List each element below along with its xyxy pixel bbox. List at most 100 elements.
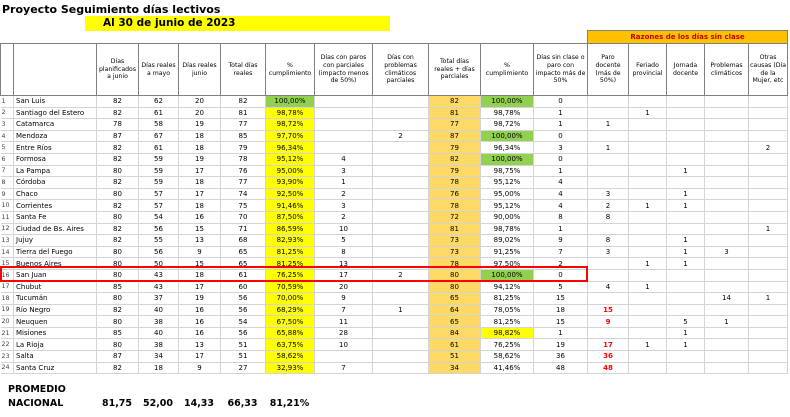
cell-r-holiday[interactable] xyxy=(628,210,667,224)
cell-r-weather[interactable] xyxy=(704,268,749,282)
cell-pct1[interactable]: 68,29% xyxy=(265,303,315,317)
cell-r-training[interactable] xyxy=(666,106,705,120)
cell-weather[interactable] xyxy=(372,338,429,352)
cell-weather[interactable]: 2 xyxy=(372,268,429,282)
cell-pct2[interactable]: 95,00% xyxy=(480,187,534,201)
cell-r-holiday[interactable] xyxy=(628,152,667,166)
cell-r-training[interactable]: 1 xyxy=(666,338,705,352)
cell-pct1[interactable]: 98,72% xyxy=(265,118,315,131)
col-header-planned[interactable]: Días planificados a junio xyxy=(96,43,139,96)
cell-r-holiday[interactable] xyxy=(628,118,667,131)
cell-total2[interactable]: 82 xyxy=(428,152,481,166)
cell-strikes[interactable] xyxy=(314,129,373,143)
cell-weather[interactable] xyxy=(372,141,429,154)
cell-june[interactable]: 17 xyxy=(178,350,221,363)
cell-total2[interactable]: 76 xyxy=(428,187,481,201)
cell-r-other[interactable]: 1 xyxy=(748,222,788,236)
cell-total2[interactable]: 84 xyxy=(428,326,481,340)
cell-r-weather[interactable] xyxy=(704,176,749,189)
cell-planned[interactable]: 80 xyxy=(96,268,139,282)
province-name[interactable]: San Luis xyxy=(13,95,97,108)
cell-pct1[interactable]: 95,00% xyxy=(265,164,315,178)
cell-pct1[interactable]: 76,25% xyxy=(265,268,315,282)
cell-pct2[interactable]: 97,50% xyxy=(480,257,534,270)
cell-total2[interactable]: 80 xyxy=(428,268,481,282)
cell-r-training[interactable]: 1 xyxy=(666,164,705,178)
cell-noclass[interactable]: 8 xyxy=(533,210,588,224)
cell-r-weather[interactable] xyxy=(704,326,749,340)
cell-pct2[interactable]: 81,25% xyxy=(480,292,534,305)
cell-pct2[interactable]: 100,00% xyxy=(480,268,534,282)
cell-weather[interactable]: 1 xyxy=(372,303,429,317)
cell-weather[interactable] xyxy=(372,199,429,212)
cell-pct1[interactable]: 63,75% xyxy=(265,338,315,352)
cell-r-strike[interactable] xyxy=(587,257,629,270)
cell-total2[interactable]: 65 xyxy=(428,292,481,305)
cell-r-weather[interactable] xyxy=(704,152,749,166)
province-name[interactable]: Formosa xyxy=(13,152,97,166)
cell-r-other[interactable] xyxy=(748,176,788,189)
cell-r-strike[interactable] xyxy=(587,292,629,305)
cell-june[interactable]: 17 xyxy=(178,187,221,201)
cell-june[interactable]: 20 xyxy=(178,95,221,108)
cell-pct1[interactable]: 70,59% xyxy=(265,280,315,294)
cell-june[interactable]: 18 xyxy=(178,176,221,189)
cell-r-strike[interactable]: 9 xyxy=(587,315,629,328)
cell-noclass[interactable]: 0 xyxy=(533,95,588,108)
cell-noclass[interactable]: 15 xyxy=(533,292,588,305)
cell-r-weather[interactable]: 1 xyxy=(704,315,749,328)
province-name[interactable]: La Pampa xyxy=(13,164,97,178)
cell-planned[interactable]: 80 xyxy=(96,338,139,352)
cell-total2[interactable]: 73 xyxy=(428,245,481,259)
cell-noclass[interactable]: 36 xyxy=(533,350,588,363)
cell-total[interactable]: 51 xyxy=(220,350,266,363)
cell-r-weather[interactable] xyxy=(704,106,749,120)
cell-pct1[interactable]: 86,59% xyxy=(265,222,315,236)
cell-r-weather[interactable] xyxy=(704,280,749,294)
province-name[interactable]: Jujuy xyxy=(13,234,97,247)
cell-strikes[interactable]: 7 xyxy=(314,303,373,317)
cell-june[interactable]: 19 xyxy=(178,118,221,131)
cell-june[interactable]: 16 xyxy=(178,210,221,224)
cell-june[interactable]: 16 xyxy=(178,315,221,328)
cell-total[interactable]: 75 xyxy=(220,199,266,212)
cell-r-training[interactable] xyxy=(666,129,705,143)
cell-r-holiday[interactable] xyxy=(628,234,667,247)
cell-r-strike[interactable]: 4 xyxy=(587,280,629,294)
cell-june[interactable]: 15 xyxy=(178,222,221,236)
cell-r-training[interactable] xyxy=(666,95,705,108)
cell-june[interactable]: 18 xyxy=(178,141,221,154)
province-name[interactable]: Córdoba xyxy=(13,176,97,189)
province-name[interactable]: Tierra del Fuego xyxy=(13,245,97,259)
cell-planned[interactable]: 80 xyxy=(96,257,139,270)
cell-weather[interactable] xyxy=(372,292,429,305)
cell-r-other[interactable] xyxy=(748,164,788,178)
cell-total2[interactable]: 79 xyxy=(428,141,481,154)
province-name[interactable]: Chaco xyxy=(13,187,97,201)
cell-pct1[interactable]: 81,25% xyxy=(265,245,315,259)
cell-strikes[interactable] xyxy=(314,350,373,363)
cell-r-other[interactable] xyxy=(748,210,788,224)
cell-r-other[interactable] xyxy=(748,95,788,108)
cell-june[interactable]: 16 xyxy=(178,303,221,317)
cell-r-training[interactable] xyxy=(666,152,705,166)
cell-pct1[interactable]: 98,78% xyxy=(265,106,315,120)
cell-pct2[interactable]: 89,02% xyxy=(480,234,534,247)
cell-r-weather[interactable] xyxy=(704,222,749,236)
cell-total[interactable]: 77 xyxy=(220,176,266,189)
cell-strikes[interactable] xyxy=(314,95,373,108)
cell-planned[interactable]: 82 xyxy=(96,176,139,189)
cell-r-other[interactable] xyxy=(748,338,788,352)
cell-may[interactable]: 34 xyxy=(138,350,179,363)
cell-r-training[interactable]: 1 xyxy=(666,234,705,247)
cell-noclass[interactable]: 48 xyxy=(533,361,588,375)
col-header-partial-strikes[interactable]: Días con paros con parciales (impacto me… xyxy=(314,43,373,96)
province-name[interactable]: Chubut xyxy=(13,280,97,294)
cell-r-training[interactable] xyxy=(666,268,705,282)
cell-june[interactable]: 18 xyxy=(178,199,221,212)
cell-r-other[interactable] xyxy=(748,106,788,120)
cell-r-strike[interactable] xyxy=(587,326,629,340)
cell-may[interactable]: 59 xyxy=(138,164,179,178)
col-header-no-class[interactable]: Días sin clase o paro con impacto más de… xyxy=(533,43,588,96)
cell-planned[interactable]: 82 xyxy=(96,361,139,375)
